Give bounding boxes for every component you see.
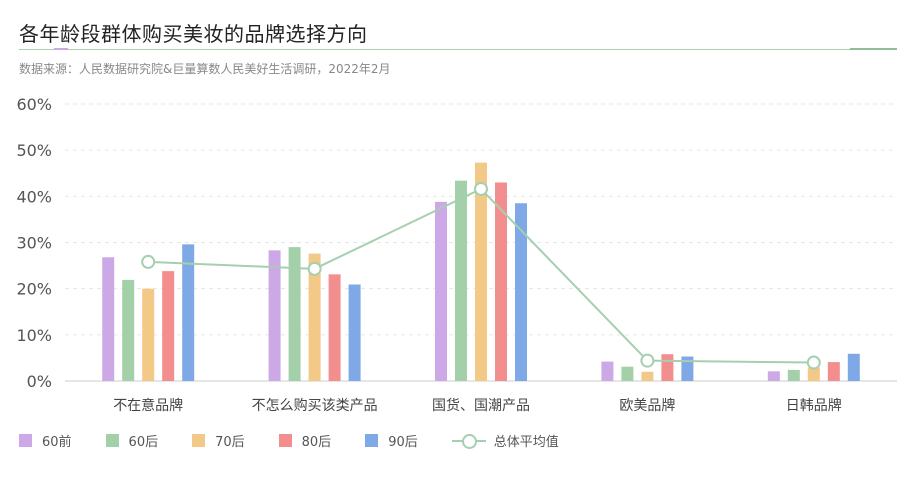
bar <box>621 366 634 381</box>
line-marker-icon <box>451 433 486 449</box>
bar <box>102 257 115 381</box>
legend-label: 80后 <box>301 435 332 450</box>
x-tick-label: 国货、国潮产品 <box>432 397 530 414</box>
legend-swatch <box>192 434 206 447</box>
bar <box>475 162 487 381</box>
y-tick-label: 10% <box>16 326 52 345</box>
y-tick-label: 0% <box>27 372 52 391</box>
bar <box>515 203 527 381</box>
y-tick-label: 30% <box>16 234 52 253</box>
legend-item: 60前 <box>19 431 72 450</box>
average-point <box>307 261 322 276</box>
legend-label: 60后 <box>128 435 159 450</box>
x-tick-label: 不怎么购买该类产品 <box>252 398 378 414</box>
legend-item: 60后 <box>105 431 159 450</box>
x-tick-label: 欧美品牌 <box>619 397 675 414</box>
bar <box>328 274 341 381</box>
bar <box>348 284 361 381</box>
average-point <box>474 181 488 196</box>
legend-item-average: 总体平均值 <box>451 431 559 450</box>
chart-title: 各年龄段群体购买美妆的品牌选择方向 <box>19 22 368 46</box>
average-point <box>141 254 156 269</box>
title-underline-end <box>850 48 897 50</box>
bar <box>455 180 467 381</box>
average-point <box>640 353 655 368</box>
x-tick-label: 日韩品牌 <box>786 397 842 414</box>
bar <box>162 271 175 381</box>
legend-item: 70后 <box>192 431 245 450</box>
y-tick-label: 60% <box>16 95 52 114</box>
bar <box>661 354 674 381</box>
bar <box>681 356 694 381</box>
bar <box>182 244 195 381</box>
bar <box>827 362 840 381</box>
bar <box>807 367 820 381</box>
legend-item: 80后 <box>278 431 332 450</box>
legend-label: 70后 <box>215 435 245 450</box>
bar <box>122 279 135 381</box>
bar <box>601 361 614 381</box>
legend-item: 90后 <box>365 431 418 450</box>
average-point <box>806 355 821 370</box>
legend-label: 总体平均值 <box>493 435 559 450</box>
bar <box>641 371 654 381</box>
title-underline <box>19 49 897 50</box>
y-tick-label: 50% <box>16 141 52 160</box>
bar <box>142 288 155 381</box>
x-tick-label: 不在意品牌 <box>113 397 183 414</box>
y-tick-label: 40% <box>16 187 52 206</box>
bar <box>268 250 281 381</box>
legend-label: 90后 <box>388 435 418 450</box>
legend-label: 60前 <box>42 435 72 450</box>
legend-swatch <box>365 434 379 447</box>
data-source-note: 数据来源：人民数据研究院&巨量算数人民美好生活调研，2022年2月 <box>19 62 391 76</box>
legend-swatch <box>278 434 292 447</box>
bar <box>495 182 507 381</box>
y-tick-label: 20% <box>16 280 52 299</box>
legend-swatch <box>19 434 32 447</box>
bar <box>787 369 800 381</box>
chart-legend: 60前 60后 70后 80后 90后 总体平均值 <box>19 431 593 450</box>
bar <box>308 253 321 381</box>
bar <box>767 371 780 381</box>
bar <box>435 201 447 381</box>
bar <box>847 353 860 381</box>
title-underline-accent <box>54 48 68 50</box>
bar <box>288 247 301 381</box>
legend-swatch <box>105 434 119 447</box>
